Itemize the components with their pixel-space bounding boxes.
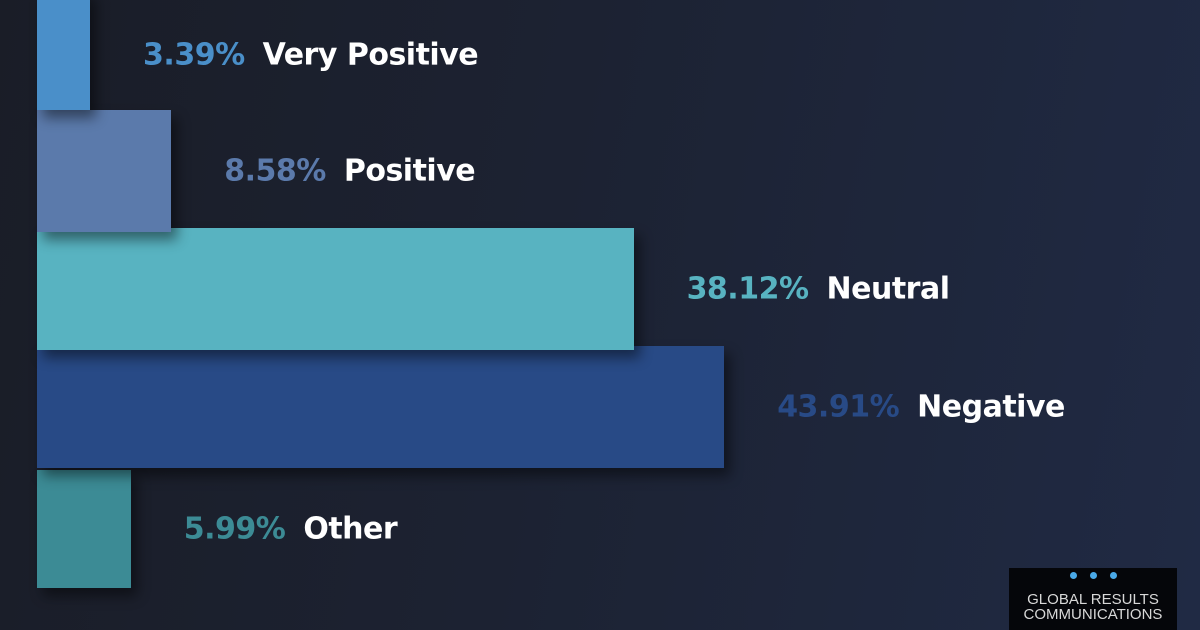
value-label: 8.58% xyxy=(224,153,326,189)
logo-dot xyxy=(1069,572,1077,579)
category-label: Very Positive xyxy=(262,37,479,73)
logo-line-1: GLOBAL RESULTS xyxy=(1027,591,1159,608)
value-label: 43.91% xyxy=(777,389,900,425)
category-label: Other xyxy=(303,511,398,547)
logo-line-2: COMMUNICATIONS xyxy=(1023,606,1163,623)
logo-dots-icon xyxy=(1009,568,1177,584)
value-label: 5.99% xyxy=(183,511,286,547)
bar-negative xyxy=(37,346,725,468)
bar-very-positive xyxy=(37,0,91,110)
category-label: Negative xyxy=(917,389,1065,425)
bar-positive xyxy=(37,110,172,232)
bar-label: 38.12% Neutral xyxy=(687,272,950,307)
bar-label: 3.39% Very Positive xyxy=(143,37,479,73)
bar-label: 5.99% Other xyxy=(183,511,398,547)
bar-label: 43.91% Negative xyxy=(777,390,1065,425)
bar-other xyxy=(37,470,131,588)
value-label: 3.39% xyxy=(143,37,245,73)
value-label: 38.12% xyxy=(686,271,809,307)
bar-label: 8.58% Positive xyxy=(224,154,475,189)
bar-neutral xyxy=(37,228,634,350)
category-label: Neutral xyxy=(826,271,950,307)
global-results-communications-logo: GLOBAL RESULTS COMMUNICATIONS xyxy=(1009,568,1177,630)
logo-dot xyxy=(1089,572,1097,579)
category-label: Positive xyxy=(343,153,476,189)
logo-dot xyxy=(1109,572,1117,579)
